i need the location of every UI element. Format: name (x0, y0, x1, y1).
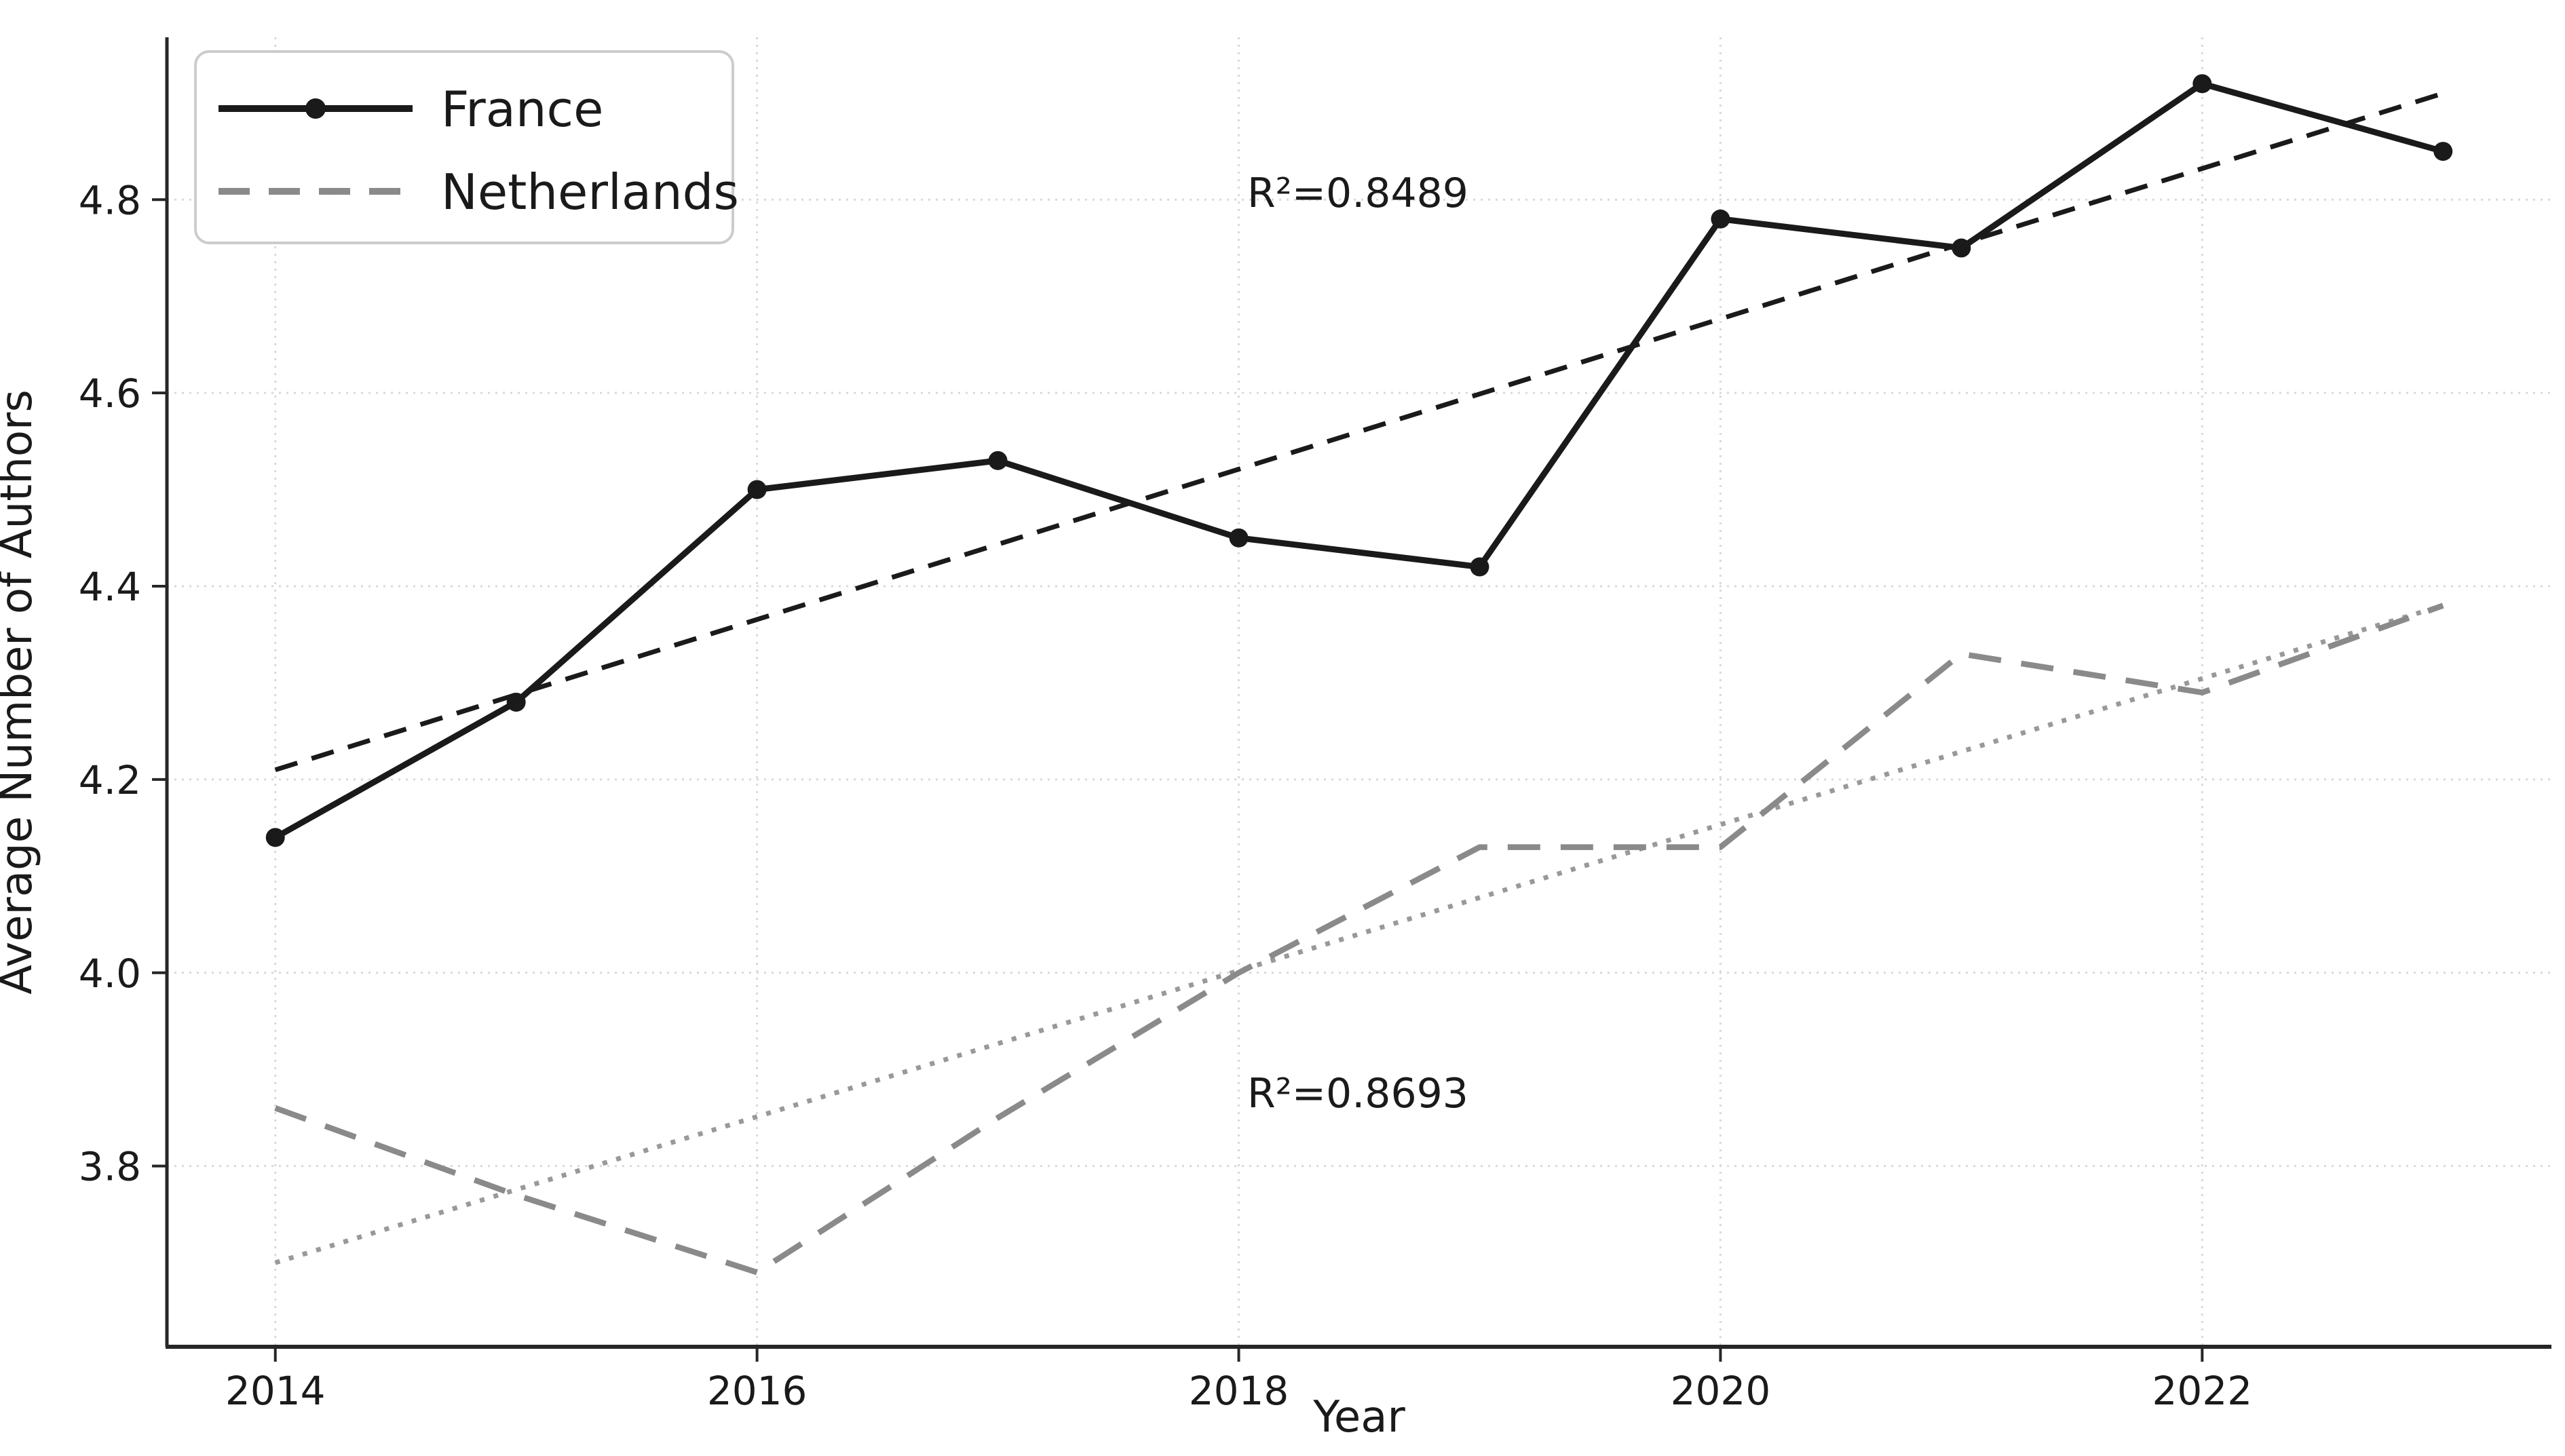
y-tick-label: 4.2 (79, 757, 141, 803)
y-axis-title: Average Number of Authors (0, 389, 42, 994)
x-tick-label: 2014 (225, 1368, 326, 1414)
x-axis-title: Year (1312, 1392, 1405, 1442)
france-marker-sample (305, 98, 326, 119)
data-point-france-2016 (747, 480, 767, 499)
legend-label-france: France (441, 81, 603, 138)
data-point-france-2014 (265, 828, 285, 847)
data-point-france-2021 (1952, 238, 1971, 258)
netherlands-r2-annotation: R²=0.8693 (1247, 1070, 1468, 1117)
x-tick-label: 2022 (2152, 1368, 2253, 1414)
france-r2-annotation: R²=0.8489 (1247, 170, 1468, 217)
y-tick-label: 4.8 (79, 177, 141, 223)
y-tick-label: 4.6 (79, 370, 141, 417)
y-tick-label: 4.4 (79, 564, 141, 610)
trendline-netherlands (274, 603, 2444, 1265)
data-point-france-2023 (2433, 142, 2453, 161)
axes-and-ticks: 2014 2016 2018 2020 2022 3.8 4.0 4.2 4.4 4.6 4.8 (79, 37, 2551, 1414)
legend-box (194, 50, 734, 244)
data-series (265, 74, 2453, 1276)
legend-item-france: France (218, 81, 603, 138)
series-line-france (273, 80, 2444, 841)
data-point-france-2022 (2192, 74, 2212, 94)
x-tick-label: 2020 (1671, 1368, 1771, 1414)
data-point-france-2017 (988, 451, 1008, 470)
legend-item-netherlands: Netherlands (218, 164, 739, 221)
x-tick-label: 2016 (707, 1368, 808, 1414)
data-point-france-2015 (506, 692, 526, 712)
series-line-netherlands (274, 602, 2444, 1276)
legend: France Netherlands (194, 50, 739, 244)
gridlines (167, 37, 2551, 1347)
y-tick-label: 3.8 (79, 1144, 141, 1190)
y-tick-label: 4.0 (79, 951, 141, 997)
data-point-france-2020 (1711, 209, 1730, 229)
data-point-france-2018 (1229, 528, 1249, 548)
legend-label-netherlands: Netherlands (441, 164, 739, 221)
x-tick-label: 2018 (1189, 1368, 1289, 1414)
data-point-france-2019 (1470, 557, 1489, 577)
